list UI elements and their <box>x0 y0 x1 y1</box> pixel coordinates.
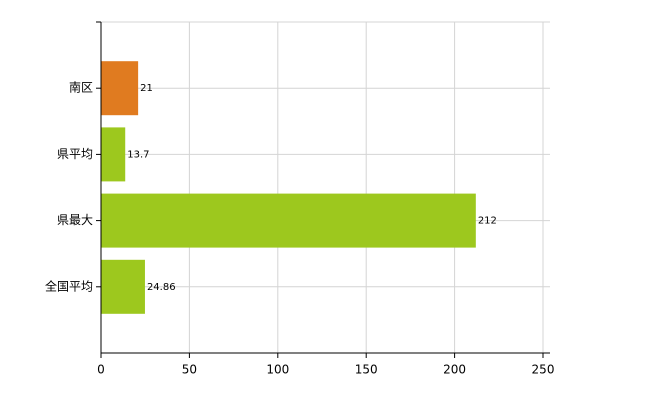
x-tick-label: 0 <box>97 363 105 377</box>
bar <box>101 127 126 182</box>
x-tick-label: 250 <box>532 363 555 377</box>
value-label: 13.7 <box>127 149 149 160</box>
y-tick-label: 県最大 <box>57 213 93 227</box>
bar <box>101 193 476 248</box>
x-tick-label: 200 <box>443 363 466 377</box>
value-label: 212 <box>478 216 497 227</box>
bar <box>101 259 145 314</box>
bar <box>101 61 139 116</box>
y-tick-label: 県平均 <box>57 147 93 161</box>
x-tick-label: 150 <box>355 363 378 377</box>
value-label: 24.86 <box>147 282 176 293</box>
y-tick-label: 全国平均 <box>45 278 93 293</box>
x-tick-label: 100 <box>266 363 289 377</box>
y-tick-label: 南区 <box>69 80 93 95</box>
x-tick-label: 50 <box>182 363 197 377</box>
value-label: 21 <box>140 83 153 94</box>
